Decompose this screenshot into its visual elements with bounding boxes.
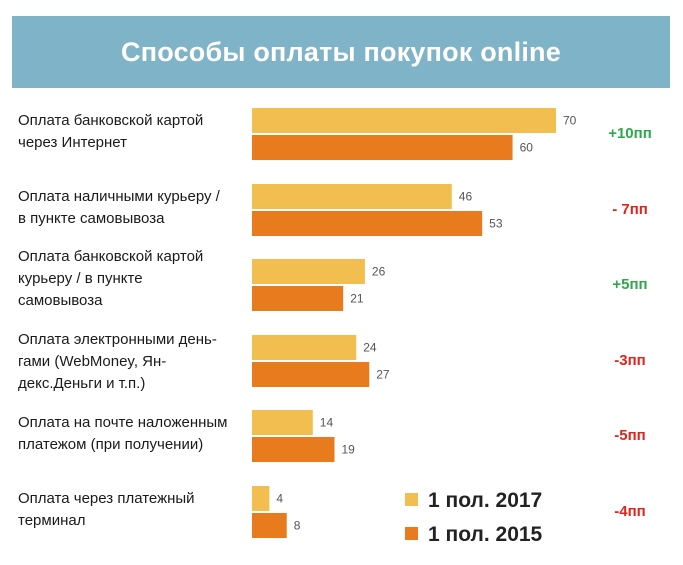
category-label: Оплата банковской картой (18, 248, 203, 265)
difference-label: -3пп (614, 352, 645, 369)
category-label: декс.Деньги и т.п.) (18, 375, 145, 392)
bar-2017 (252, 108, 556, 133)
bar-2017 (252, 335, 357, 360)
chart-title: Способы оплаты покупок online (121, 36, 561, 67)
difference-label: - 7пп (612, 201, 648, 218)
legend-label: 1 пол. 2017 (428, 489, 542, 512)
category-label: Оплата на почте наложенным (18, 414, 227, 431)
bar-2017 (252, 184, 452, 209)
difference-label: +10пп (608, 125, 652, 142)
value-label: 21 (350, 292, 364, 306)
difference-label: -4пп (614, 503, 645, 520)
category-label: Оплата электронными день- (18, 331, 217, 348)
bar-2015 (252, 286, 344, 311)
bar-2015 (252, 362, 370, 387)
value-label: 14 (320, 416, 334, 430)
category-label: Оплата через платежный (18, 490, 195, 507)
category-label: платежом (при получении) (18, 436, 203, 453)
bar-2015 (252, 135, 513, 160)
value-label: 4 (276, 492, 283, 506)
value-label: 27 (376, 368, 390, 382)
value-label: 24 (363, 341, 377, 355)
bar-2017 (252, 410, 313, 435)
value-label: 46 (459, 190, 473, 204)
value-label: 53 (489, 217, 503, 231)
difference-label: -5пп (614, 427, 645, 444)
legend-swatch (405, 493, 418, 506)
value-label: 19 (342, 443, 356, 457)
value-label: 8 (294, 519, 301, 533)
difference-label: +5пп (612, 276, 647, 293)
bar-2017 (252, 486, 270, 511)
category-label: Оплата банковской картой (18, 112, 203, 129)
category-label: через Интернет (18, 134, 127, 151)
value-label: 26 (372, 265, 386, 279)
category-label: гами (WebMoney, Ян- (18, 353, 166, 370)
category-label: Оплата наличными курьеру / (18, 188, 221, 205)
bar-2015 (252, 437, 335, 462)
legend-label: 1 пол. 2015 (428, 523, 543, 546)
chart-title-bar: Способы оплаты покупок online (12, 16, 670, 88)
bar-2015 (252, 211, 483, 236)
category-label: самовывоза (18, 292, 103, 309)
category-label: терминал (18, 512, 85, 529)
category-label: в пункте самовывоза (18, 210, 165, 227)
category-label: курьеру / в пункте (18, 270, 143, 287)
value-label: 70 (563, 114, 577, 128)
legend-swatch (405, 527, 418, 540)
value-label: 60 (520, 141, 534, 155)
bar-2017 (252, 259, 365, 284)
bar-2015 (252, 513, 287, 538)
